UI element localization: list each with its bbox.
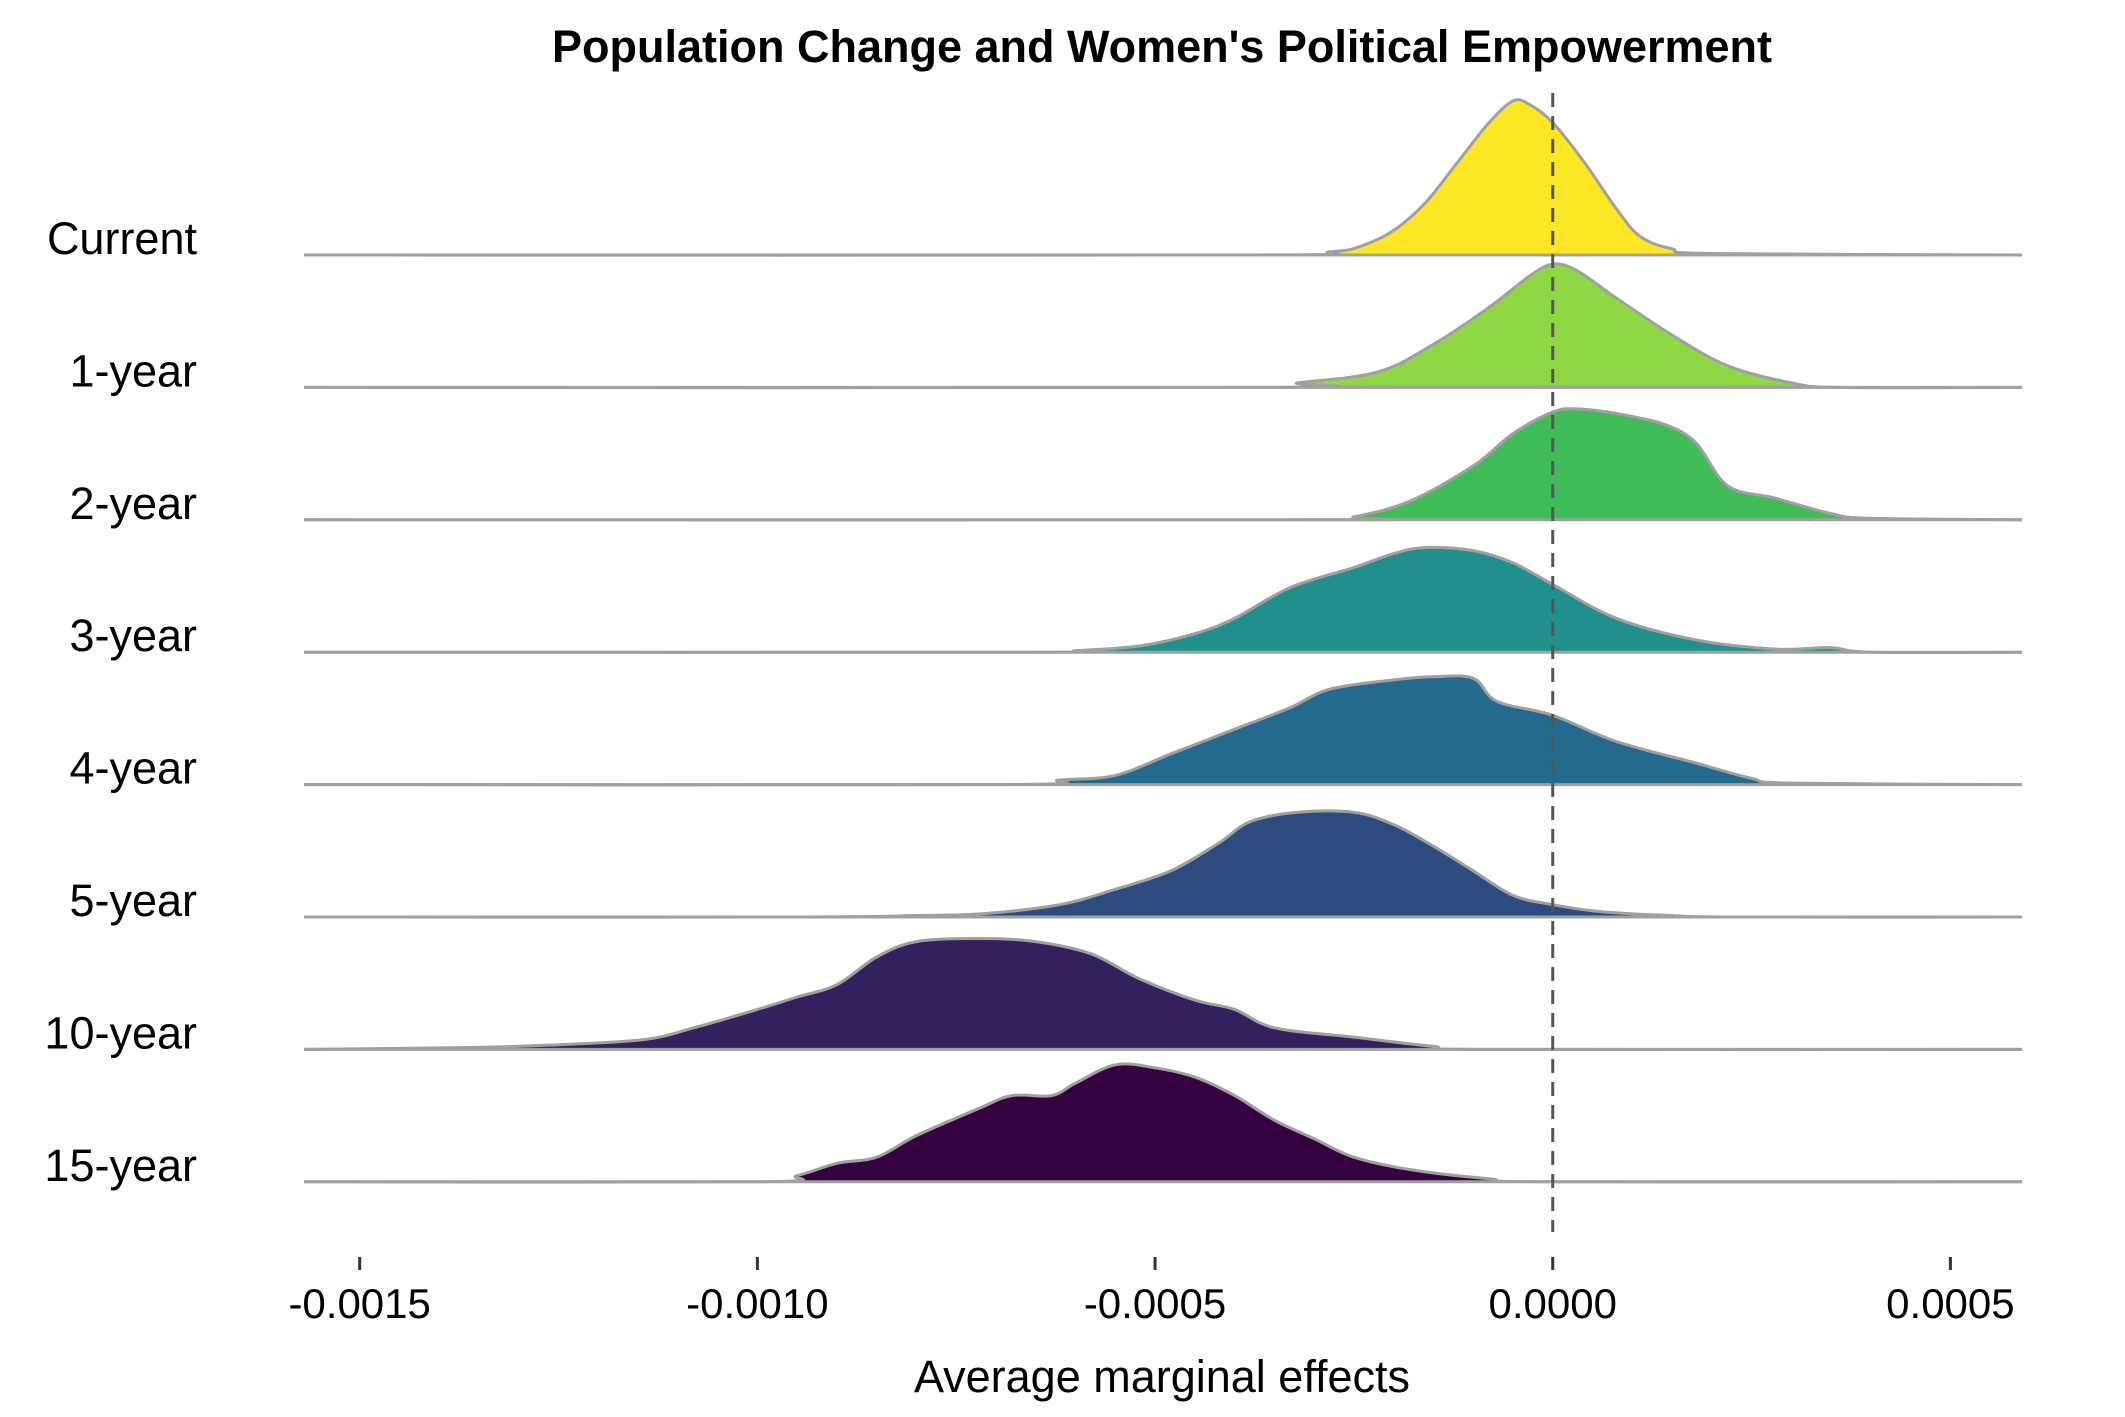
ridge-area — [304, 938, 2022, 1050]
row-label: 2-year — [69, 478, 197, 529]
ridge-current — [303, 98, 2023, 257]
ridge-outline — [303, 98, 2023, 257]
x-tick-label: -0.0015 — [288, 1280, 430, 1327]
ridge-outline — [303, 262, 2023, 390]
x-axis: -0.0015 -0.0010 -0.0005 0.0000 0.0005 — [288, 1257, 2015, 1327]
x-tick-label: -0.0010 — [686, 1280, 828, 1327]
row-label: 10-year — [44, 1007, 197, 1058]
ridge-area — [304, 408, 2022, 521]
x-tick-label: 0.0000 — [1488, 1280, 1616, 1327]
ridge-15-year — [303, 1062, 2023, 1184]
ridges — [303, 98, 2023, 1184]
ridge-10-year — [303, 937, 2023, 1052]
ridge-3-year — [303, 545, 2023, 655]
ridge-1-year — [303, 262, 2023, 390]
ridge-outline — [303, 1062, 2023, 1184]
ridge-area — [304, 810, 2022, 918]
row-labels: Current 1-year 2-year 3-year 4-year 5-year 10-… — [44, 213, 197, 1191]
ridge-area — [304, 547, 2022, 653]
ridge-outline — [303, 937, 2023, 1052]
row-label: 3-year — [69, 610, 197, 661]
ridge-area — [304, 99, 2022, 256]
ridge-4-year — [303, 674, 2023, 787]
ridge-2-year — [303, 407, 2023, 522]
x-tick-label: -0.0005 — [1084, 1280, 1226, 1327]
row-label: 1-year — [69, 345, 197, 396]
ridge-5-year — [303, 809, 2023, 919]
row-label: Current — [47, 213, 198, 264]
x-tick-label: 0.0005 — [1886, 1280, 2014, 1327]
chart-title: Population Change and Women's Political … — [552, 21, 1772, 72]
x-axis-title: Average marginal effects — [914, 1351, 1410, 1402]
row-label: 5-year — [69, 875, 197, 926]
ridge-area — [304, 263, 2022, 388]
ridge-area — [304, 1063, 2022, 1183]
ridge-outline — [303, 545, 2023, 655]
ridge-area — [304, 675, 2022, 785]
row-label: 15-year — [44, 1140, 197, 1191]
row-label: 4-year — [69, 743, 197, 794]
